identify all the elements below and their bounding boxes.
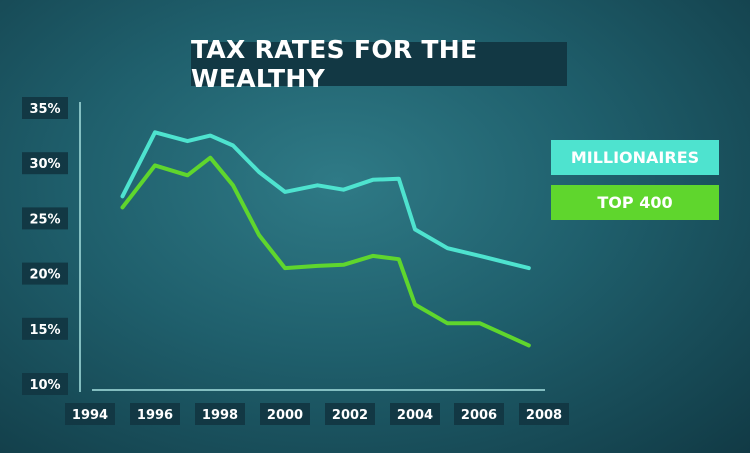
y-tick-label: 35% (22, 97, 68, 119)
x-tick-label: 1996 (130, 403, 180, 425)
y-tick-label: 10% (22, 373, 68, 395)
x-tick-label: 1998 (195, 403, 245, 425)
svg-text:15%: 15% (29, 323, 60, 338)
axes (79, 102, 545, 392)
svg-text:25%: 25% (29, 212, 60, 227)
svg-text:20%: 20% (29, 268, 60, 283)
svg-text:30%: 30% (29, 157, 60, 172)
y-tick-label: 30% (22, 152, 68, 175)
x-tick-label: 2004 (390, 403, 440, 425)
series-line-top-400 (120, 155, 531, 348)
svg-text:2004: 2004 (397, 408, 433, 423)
svg-text:2006: 2006 (461, 408, 497, 423)
x-axis-ticks: 1994 1996 1998 2000 2002 2004 2006 2008 (65, 403, 569, 425)
x-tick-label: 2008 (519, 403, 569, 425)
series-lines (120, 130, 531, 348)
y-tick-label: 20% (22, 262, 68, 285)
svg-text:2002: 2002 (332, 408, 368, 423)
y-axis-ticks: 35% 30% 25% 20% 15% 10% (22, 97, 68, 395)
svg-text:2000: 2000 (267, 408, 303, 423)
x-tick-label: 2006 (454, 403, 504, 425)
svg-text:1998: 1998 (202, 408, 238, 423)
x-tick-label: 2002 (325, 403, 375, 425)
svg-text:1994: 1994 (72, 408, 108, 423)
x-tick-label: 1994 (65, 403, 115, 425)
svg-text:2008: 2008 (526, 408, 562, 423)
svg-text:1996: 1996 (137, 408, 173, 423)
svg-text:10%: 10% (29, 378, 60, 393)
legend-item-millionaires: MILLIONAIRES (551, 140, 719, 175)
legend-item-top-400: TOP 400 (551, 185, 719, 220)
svg-text:35%: 35% (29, 102, 60, 117)
x-tick-label: 2000 (260, 403, 310, 425)
series-line-millionaires (120, 130, 531, 271)
y-tick-label: 25% (22, 207, 68, 230)
y-tick-label: 15% (22, 317, 68, 340)
